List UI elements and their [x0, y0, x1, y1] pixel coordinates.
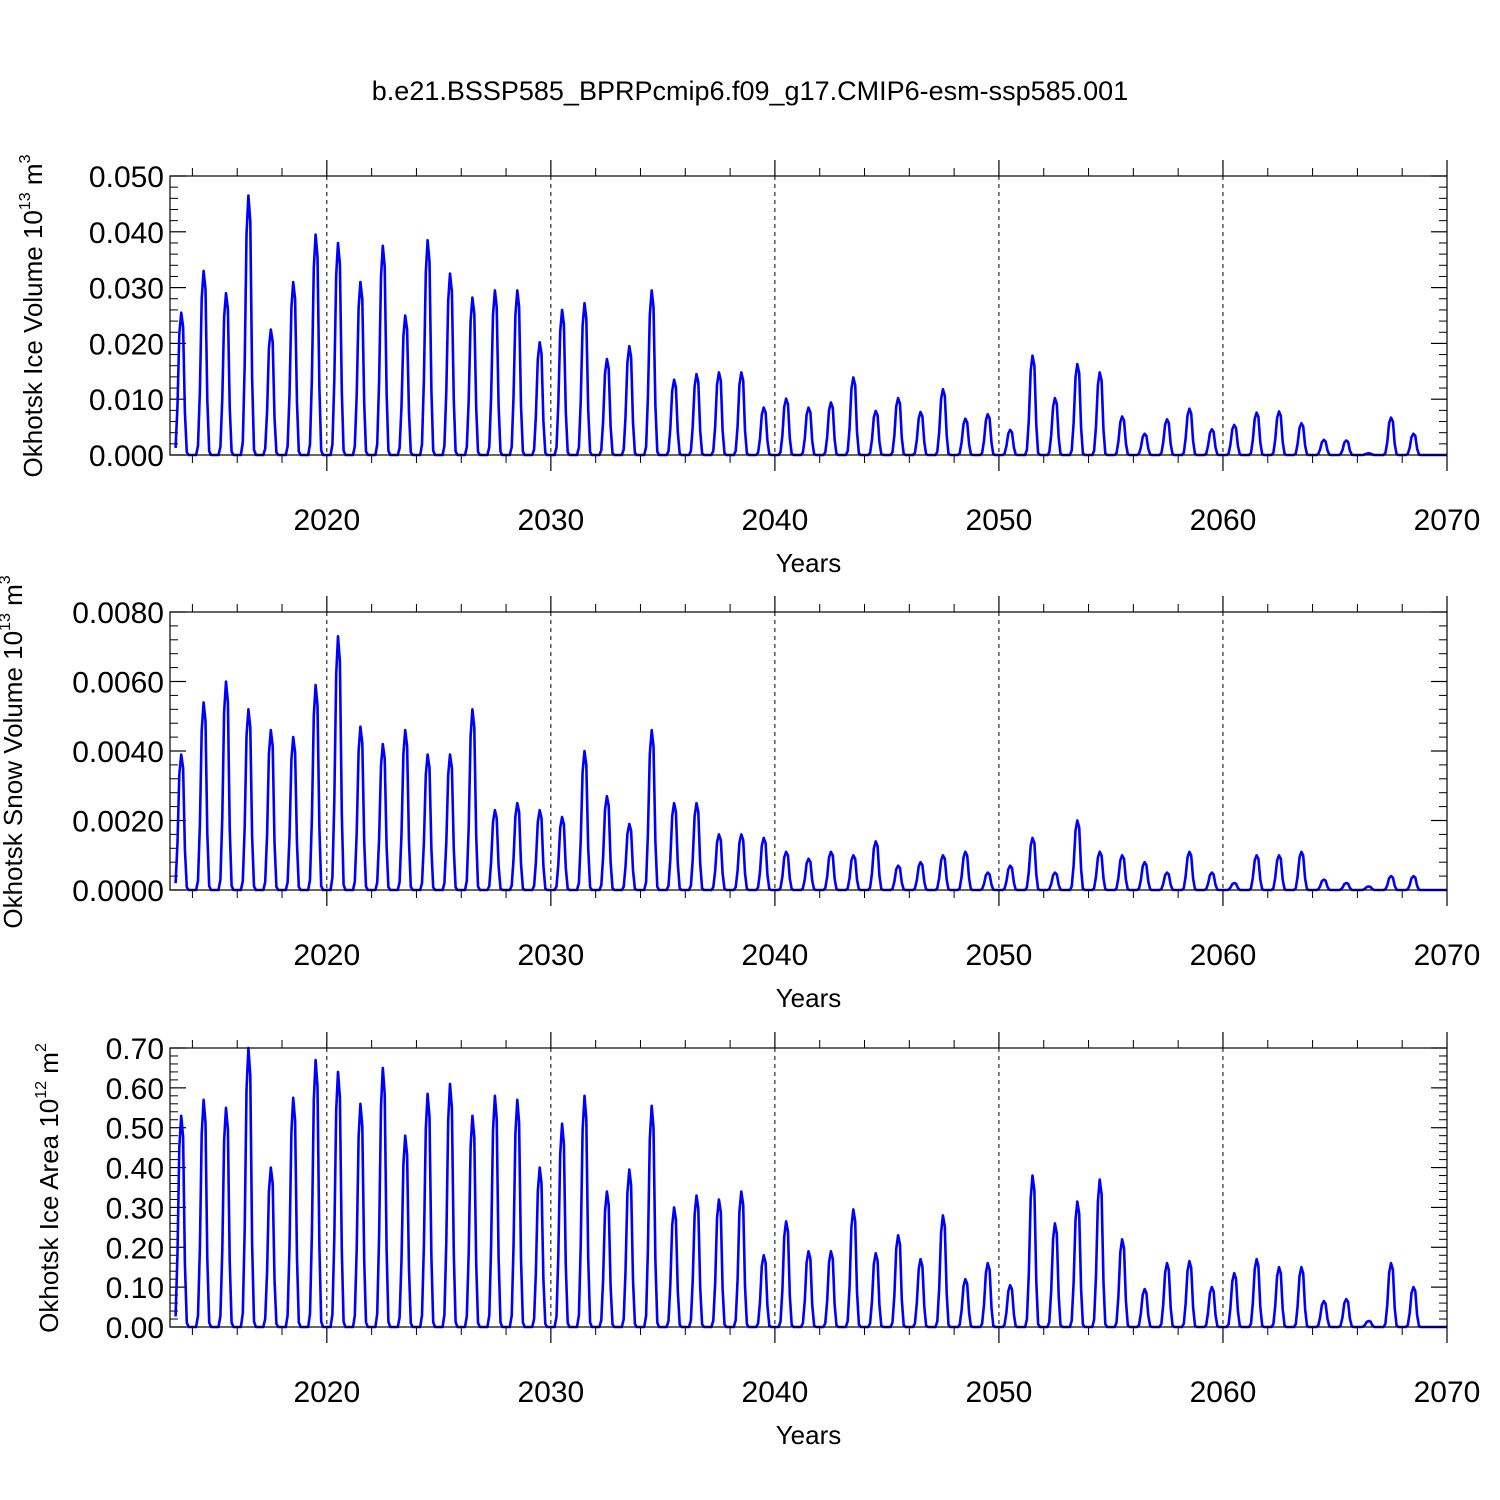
y-axis-label-text: Okhotsk Ice Volume 10 [18, 210, 48, 477]
y-axis-label-text: Okhotsk Ice Area 10 [34, 1099, 64, 1333]
y-axis-label-unit: m [34, 1052, 64, 1081]
y-axis-label-unit-exponent: 3 [17, 154, 34, 163]
plot-frame [169, 611, 1448, 891]
x-tick-label: 2070 [1414, 1376, 1481, 1409]
y-axis-label-exponent: 13 [17, 192, 34, 210]
x-tick-label: 2030 [517, 1376, 584, 1409]
x-tick-label: 2030 [517, 504, 584, 537]
y-axis-label-unit: m [0, 584, 28, 613]
x-tick-label: 2050 [966, 504, 1033, 537]
y-tick-label: 0.00 [106, 1312, 164, 1345]
x-tick-label: 2060 [1190, 504, 1257, 537]
y-axis-label-unit-exponent: 2 [33, 1043, 50, 1052]
y-tick-label: 0.050 [89, 161, 164, 194]
y-axis-label-exponent: 12 [33, 1081, 50, 1099]
y-tick-label: 0.030 [89, 273, 164, 306]
y-axis-label: Okhotsk Ice Area 1012 m2 [33, 1043, 64, 1333]
y-axis-label: Okhotsk Ice Volume 1013 m3 [17, 154, 48, 477]
y-tick-label: 0.0060 [72, 667, 164, 700]
y-tick-label: 0.0020 [72, 806, 164, 839]
figure-title: b.e21.BSSP585_BPRPcmip6.f09_g17.CMIP6-es… [372, 76, 1128, 106]
panel-snow-volume: 0.0000 0.0020 0.0040 0.0060 0.0080 2020 2030 20… [0, 575, 1480, 1013]
x-tick-label: 2070 [1414, 504, 1481, 537]
y-axis-label: Okhotsk Snow Volume 1013 m3 [0, 575, 28, 928]
y-tick-label: 0.0000 [72, 875, 164, 908]
x-tick-label: 2040 [742, 504, 809, 537]
plot-frame [169, 1047, 1448, 1328]
y-tick-label: 0.60 [106, 1073, 164, 1106]
x-axis-label: Years [776, 1420, 842, 1450]
y-tick-label: 0.000 [89, 440, 164, 473]
y-tick-label: 0.30 [106, 1192, 164, 1225]
x-tick-label: 2020 [293, 1376, 360, 1409]
y-tick-label: 0.0080 [72, 597, 164, 630]
x-axis-label: Years [776, 548, 842, 578]
y-tick-label: 0.10 [106, 1272, 164, 1305]
y-axis-label-exponent: 13 [0, 613, 14, 631]
data-series-line [174, 634, 1447, 892]
y-axis-label-text: Okhotsk Snow Volume 10 [0, 631, 28, 929]
data-series-line [174, 1046, 1447, 1329]
x-tick-label: 2060 [1190, 1376, 1257, 1409]
x-tick-label: 2020 [293, 504, 360, 537]
y-tick-label: 0.40 [106, 1153, 164, 1186]
x-tick-label: 2050 [966, 939, 1033, 972]
y-tick-label: 0.0040 [72, 736, 164, 769]
x-tick-label: 2060 [1190, 939, 1257, 972]
panel-ice-area: 0.00 0.10 0.20 0.30 0.40 0.50 0.60 0.70 2020 2030… [33, 1032, 1480, 1450]
x-tick-label: 2030 [517, 939, 584, 972]
y-tick-label: 0.20 [106, 1232, 164, 1265]
x-axis-label: Years [776, 983, 842, 1013]
x-tick-label: 2050 [966, 1376, 1033, 1409]
y-axis-label-unit: m [18, 163, 48, 192]
x-tick-label: 2070 [1414, 939, 1481, 972]
y-tick-label: 0.010 [89, 384, 164, 417]
plot-frame [169, 175, 1448, 456]
y-tick-label: 0.040 [89, 217, 164, 250]
y-tick-label: 0.020 [89, 328, 164, 361]
y-tick-label: 0.70 [106, 1033, 164, 1066]
x-tick-label: 2040 [742, 939, 809, 972]
data-series-line [174, 194, 1447, 457]
x-tick-label: 2040 [742, 1376, 809, 1409]
x-tick-label: 2020 [293, 939, 360, 972]
y-tick-label: 0.50 [106, 1113, 164, 1146]
panel-ice-volume: 0.000 0.010 0.020 0.030 0.040 0.050 2020 2030 20… [17, 154, 1480, 578]
y-axis-label-unit-exponent: 3 [0, 575, 14, 584]
